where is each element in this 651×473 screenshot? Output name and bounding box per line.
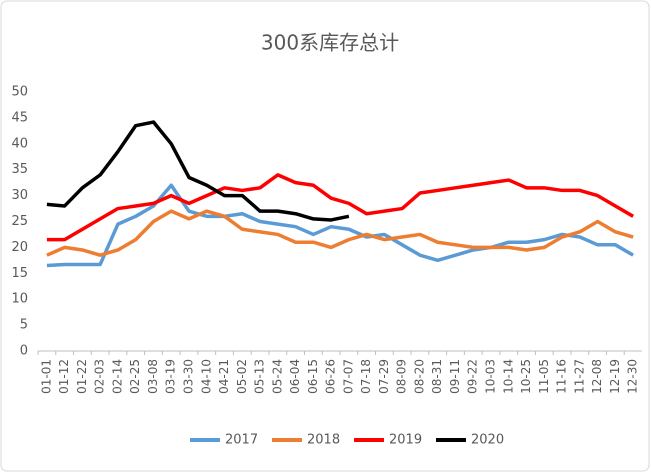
x-tick-label: 07-29 [377,359,391,394]
x-tick-label: 07-07 [341,359,355,394]
y-tick-label: 0 [20,344,28,359]
x-tick-label: 12-08 [590,359,604,394]
series-line [46,209,634,257]
x-tick-label: 08-20 [412,359,426,394]
x-tick-label: 10-03 [484,359,498,394]
x-tick-label: 11-27 [572,359,586,394]
y-tick-label: 20 [11,240,28,255]
x-tick-label: 01-22 [75,359,89,394]
x-tick-label: 10-14 [501,359,515,394]
y-tick-label: 45 [11,110,28,125]
x-tick-label: 01-12 [57,359,71,394]
x-tick-label: 04-21 [217,359,231,394]
y-tick-label: 15 [11,266,28,281]
x-tick-label: 01-01 [39,359,53,394]
y-tick-label: 50 [11,85,28,100]
x-tick-label: 12-19 [608,359,622,394]
x-tick-label: 10-25 [519,359,533,394]
x-tick-label: 05-02 [235,359,249,394]
x-tick-label: 03-19 [164,359,178,394]
x-tick-label: 09-22 [466,359,480,394]
x-tick-label: 05-24 [270,359,284,394]
x-tick-label: 09-11 [448,359,462,394]
legend-label: 2019 [389,433,422,448]
x-tick-label: 03-30 [182,359,196,394]
chart-title: 300系库存总计 [261,31,399,55]
x-tick-label: 04-10 [199,359,213,394]
x-tick-label: 02-25 [128,359,142,394]
x-tick-label: 06-15 [306,359,320,394]
x-tick-label: 07-18 [359,359,373,394]
x-tick-label: 03-08 [146,359,160,394]
legend-label: 2020 [471,433,504,448]
series-line [46,173,634,242]
x-tick-label: 08-09 [395,359,409,394]
x-tick-label: 12-30 [626,359,640,394]
series-line [46,120,350,222]
legend-label: 2018 [307,433,340,448]
y-tick-label: 10 [11,292,28,307]
y-tick-label: 5 [20,318,28,333]
x-tick-label: 08-31 [430,359,444,394]
x-tick-label: 06-04 [288,359,302,394]
legend-label: 2017 [225,433,258,448]
x-tick-label: 11-05 [537,359,551,394]
x-tick-label: 06-26 [324,359,338,394]
y-tick-label: 35 [11,162,28,177]
y-tick-label: 30 [11,188,28,203]
series-line [46,183,634,268]
x-tick-label: 05-13 [253,359,267,394]
y-tick-label: 25 [11,214,28,229]
x-tick-label: 11-16 [555,359,569,394]
x-tick-label: 02-03 [93,359,107,394]
x-tick-label: 02-14 [110,359,124,394]
y-tick-label: 40 [11,136,28,151]
